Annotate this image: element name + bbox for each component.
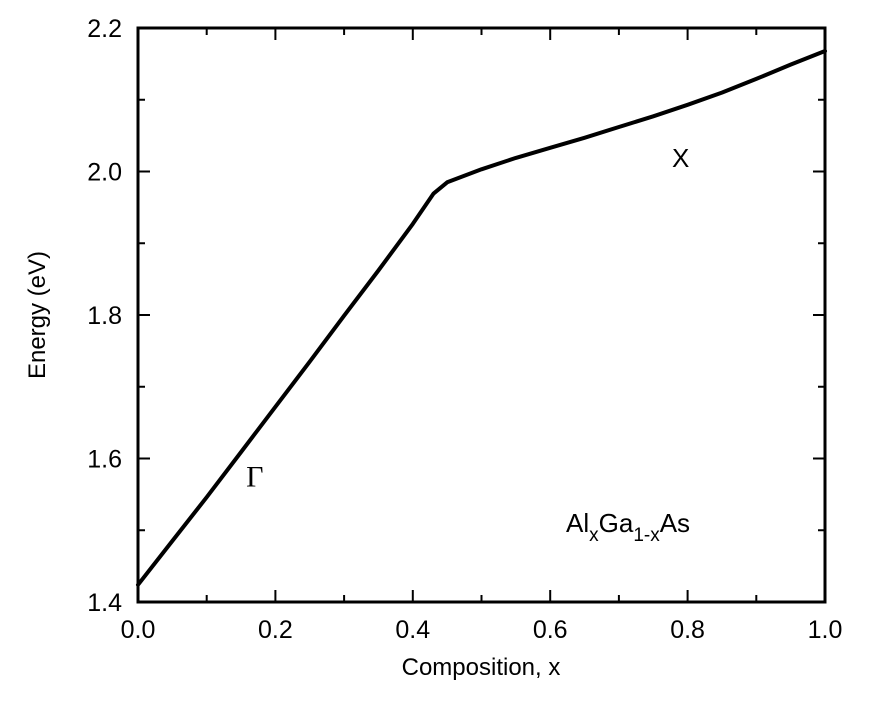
y-tick-label: 1.6: [87, 446, 122, 474]
gamma-annotation: Γ: [246, 460, 263, 493]
tick-labels: 0.0 0.2 0.4 0.6 0.8 1.0 1.4 1.6 1.8 2.0 2.2: [87, 15, 842, 644]
x-axis-label: Composition, x: [402, 654, 561, 681]
compound-ga: Ga: [599, 508, 634, 538]
x-tick-label: 0.6: [533, 616, 568, 644]
ticks: [137, 27, 826, 603]
compound-label: AlxGa1-xAs: [566, 508, 690, 546]
x-tick-label: 1.0: [808, 616, 843, 644]
x-tick-label: 0.2: [258, 616, 293, 644]
plot-frame: [136, 26, 827, 604]
y-tick-label: 1.4: [87, 589, 122, 617]
x-tick-label: 0.8: [670, 616, 705, 644]
compound-sub-1-x: 1-x: [633, 525, 660, 546]
y-tick-label: 1.8: [87, 302, 122, 330]
y-axis-label: Energy (eV): [24, 251, 51, 379]
compound-sub-x: x: [589, 525, 599, 546]
energy-gap-line: [136, 49, 827, 587]
compound-al: Al: [566, 508, 589, 538]
x-tick-label: 0.0: [121, 616, 156, 644]
compound-as: As: [660, 508, 690, 538]
x-valley-annotation: X: [672, 143, 689, 173]
y-tick-label: 2.2: [87, 15, 122, 43]
x-tick-label: 0.4: [395, 616, 430, 644]
y-tick-label: 2.0: [87, 159, 122, 187]
